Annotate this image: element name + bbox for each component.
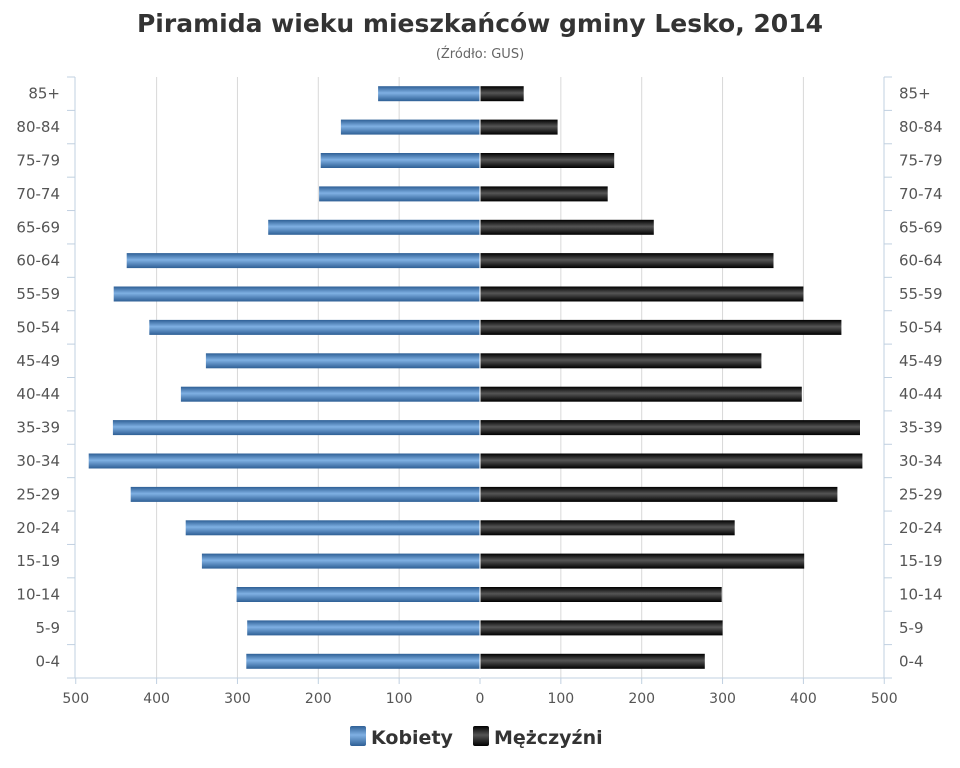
category-label-left: 60-64 bbox=[16, 252, 60, 270]
legend-swatch-mezczyzni bbox=[473, 726, 489, 746]
bar-kobiety bbox=[88, 453, 480, 469]
bar-kobiety bbox=[340, 119, 480, 135]
bar-kobiety bbox=[320, 153, 480, 168]
gridlines bbox=[156, 77, 804, 678]
x-tick-label: 100 bbox=[386, 691, 413, 707]
bar-kobiety bbox=[246, 653, 480, 669]
legend-item-mezczyzni[interactable]: Mężczyźni bbox=[473, 726, 603, 749]
bar-kobiety bbox=[113, 286, 480, 302]
category-label-left: 15-19 bbox=[16, 552, 60, 570]
category-label-left: 50-54 bbox=[16, 318, 60, 336]
bar-mezczyzni bbox=[480, 653, 705, 669]
category-label-left: 75-79 bbox=[16, 151, 60, 169]
x-tick-label: 100 bbox=[547, 691, 574, 707]
x-tick-label: 300 bbox=[709, 691, 736, 707]
bar-mezczyzni bbox=[480, 620, 723, 636]
bar-mezczyzni bbox=[480, 386, 802, 402]
category-label-left: 45-49 bbox=[16, 352, 60, 370]
bar-kobiety bbox=[130, 486, 480, 502]
category-label-right: 25-29 bbox=[899, 485, 943, 503]
bar-mezczyzni bbox=[480, 286, 804, 302]
bar-mezczyzni bbox=[480, 186, 608, 202]
category-label-left: 70-74 bbox=[16, 185, 60, 203]
category-label-right: 75-79 bbox=[899, 151, 943, 169]
x-tick-label: 200 bbox=[628, 691, 655, 707]
legend-swatch-kobiety bbox=[350, 726, 366, 746]
bar-mezczyzni bbox=[480, 119, 558, 135]
category-label-left: 65-69 bbox=[16, 218, 60, 236]
bar-mezczyzni bbox=[480, 486, 838, 502]
x-tick-label: 200 bbox=[305, 691, 332, 707]
category-label-right: 40-44 bbox=[899, 385, 943, 403]
bar-mezczyzni bbox=[480, 520, 735, 536]
legend-item-kobiety[interactable]: Kobiety bbox=[350, 726, 454, 749]
category-label-right: 30-34 bbox=[899, 452, 943, 470]
category-label-left: 5-9 bbox=[36, 619, 61, 637]
bar-kobiety bbox=[180, 386, 480, 402]
category-label-right: 65-69 bbox=[899, 218, 943, 236]
category-label-right: 15-19 bbox=[899, 552, 943, 570]
category-label-right: 10-14 bbox=[899, 586, 943, 604]
category-label-left: 25-29 bbox=[16, 485, 60, 503]
category-label-left: 80-84 bbox=[16, 118, 60, 136]
legend[interactable]: Kobiety Mężczyźni bbox=[350, 726, 603, 749]
legend-label-mezczyzni: Mężczyźni bbox=[494, 727, 603, 749]
bar-mezczyzni bbox=[480, 253, 774, 269]
chart-subtitle: (Źródło: GUS) bbox=[436, 46, 524, 62]
x-tick-label: 500 bbox=[62, 691, 89, 707]
bar-kobiety bbox=[236, 587, 480, 602]
bar-mezczyzni bbox=[480, 453, 863, 469]
category-label-left: 0-4 bbox=[36, 652, 61, 670]
bar-mezczyzni bbox=[480, 319, 842, 335]
category-label-right: 45-49 bbox=[899, 352, 943, 370]
category-label-left: 35-39 bbox=[16, 419, 60, 437]
chart-title: Piramida wieku mieszkańców gminy Lesko, … bbox=[137, 9, 823, 38]
legend-label-kobiety: Kobiety bbox=[371, 727, 454, 749]
bar-kobiety bbox=[112, 420, 481, 436]
bar-kobiety bbox=[247, 620, 480, 636]
category-label-right: 35-39 bbox=[899, 419, 943, 437]
category-label-left: 55-59 bbox=[16, 285, 60, 303]
bar-mezczyzni bbox=[480, 553, 805, 569]
x-tick-label: 400 bbox=[143, 691, 170, 707]
category-label-right: 55-59 bbox=[899, 285, 943, 303]
category-label-right: 85+ bbox=[899, 85, 931, 103]
bar-mezczyzni bbox=[480, 587, 722, 602]
bar-kobiety bbox=[268, 219, 480, 235]
bar-kobiety bbox=[201, 553, 480, 569]
category-label-left: 40-44 bbox=[16, 385, 60, 403]
category-label-right: 70-74 bbox=[899, 185, 943, 203]
category-label-right: 80-84 bbox=[899, 118, 943, 136]
category-label-right: 50-54 bbox=[899, 318, 943, 336]
x-tick-label: 0 bbox=[476, 691, 485, 707]
category-label-right: 20-24 bbox=[899, 519, 943, 537]
category-label-left: 30-34 bbox=[16, 452, 60, 470]
bar-mezczyzni bbox=[480, 219, 654, 235]
bar-mezczyzni bbox=[480, 353, 762, 369]
category-labels: 85+ 85+ 80-84 80-84 75-79 75-79 70-74 70-74 65-6… bbox=[16, 85, 942, 671]
bar-mezczyzni bbox=[480, 86, 524, 102]
axes bbox=[67, 76, 892, 684]
bar-kobiety bbox=[149, 319, 481, 335]
bar-kobiety bbox=[319, 186, 480, 202]
bar-kobiety bbox=[185, 520, 480, 536]
category-label-left: 20-24 bbox=[16, 519, 60, 537]
x-tick-label: 500 bbox=[871, 691, 898, 707]
category-label-left: 10-14 bbox=[16, 586, 60, 604]
x-tick-labels: 500 400 300 200 100 0 100 200 300 400 500 bbox=[62, 691, 897, 707]
x-tick-label: 400 bbox=[790, 691, 817, 707]
category-label-right: 5-9 bbox=[899, 619, 924, 637]
x-tick-label: 300 bbox=[224, 691, 251, 707]
category-label-left: 85+ bbox=[28, 85, 60, 103]
bar-kobiety bbox=[126, 253, 480, 269]
bar-kobiety bbox=[378, 86, 480, 102]
bars bbox=[88, 77, 863, 678]
bar-mezczyzni bbox=[480, 153, 615, 168]
category-label-right: 0-4 bbox=[899, 652, 924, 670]
bar-mezczyzni bbox=[480, 420, 860, 436]
bar-kobiety bbox=[205, 353, 480, 369]
category-label-right: 60-64 bbox=[899, 252, 943, 270]
